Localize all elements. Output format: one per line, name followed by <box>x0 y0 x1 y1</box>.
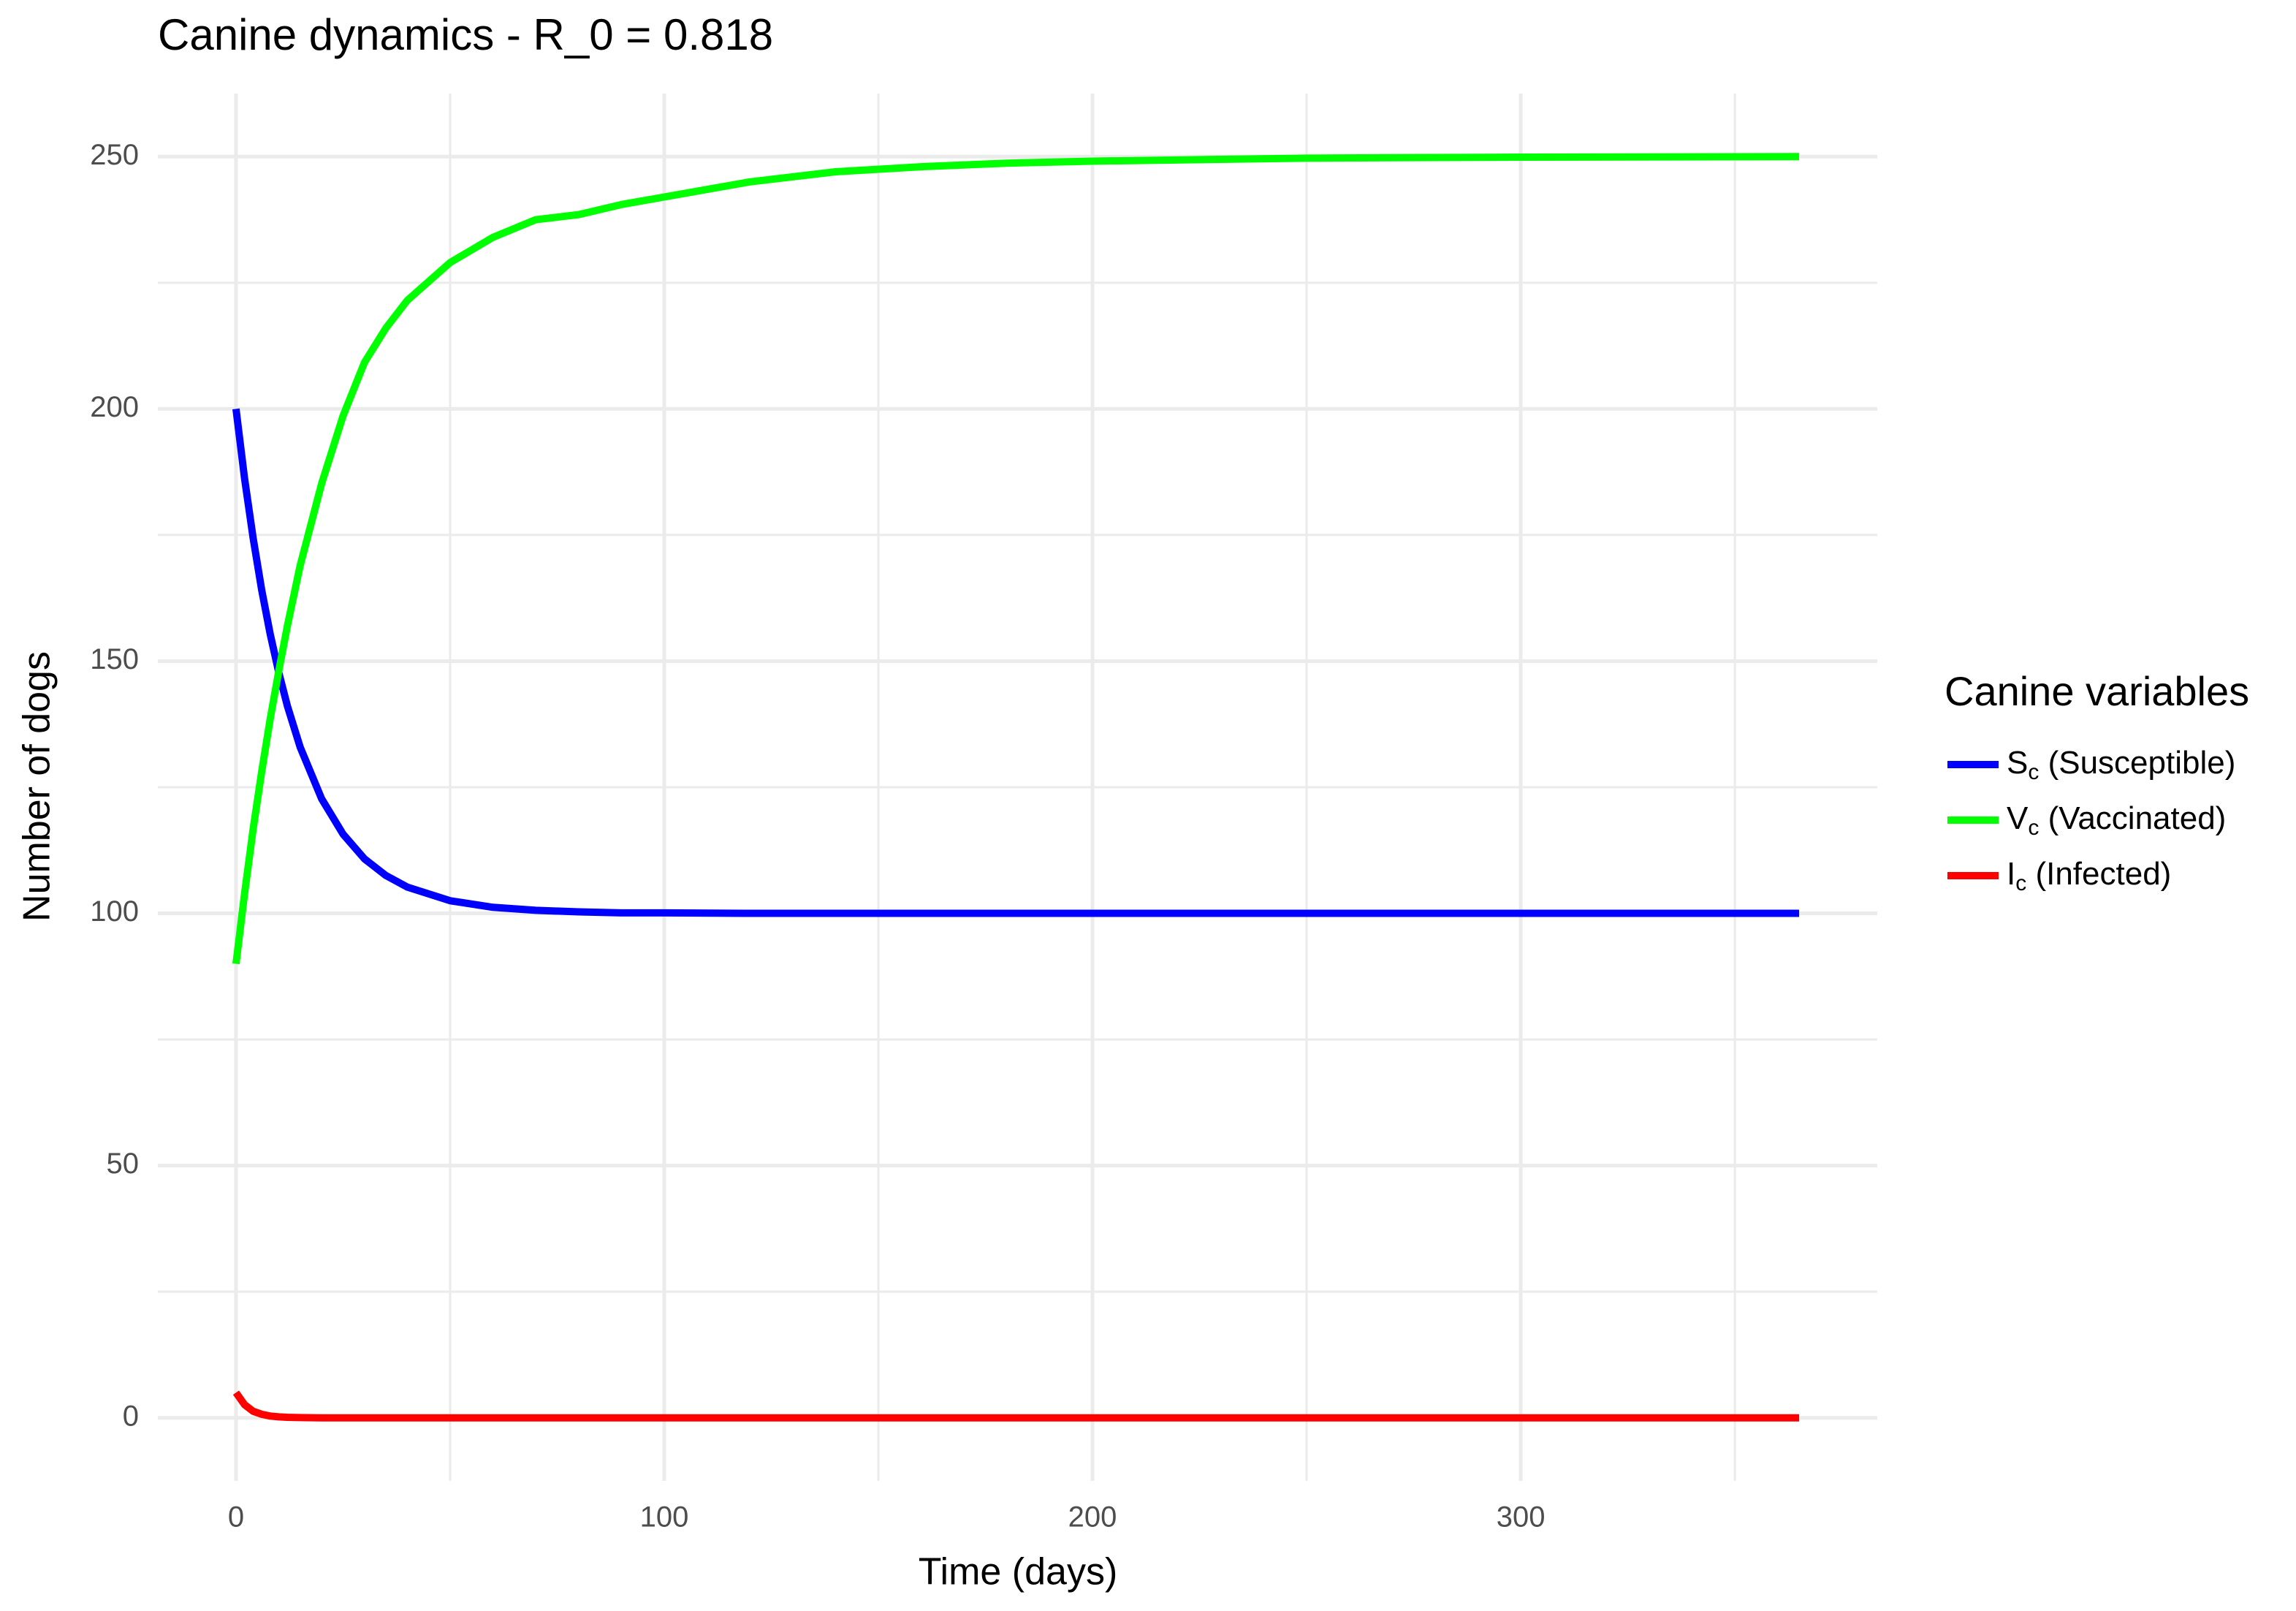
line-series <box>232 1390 1800 1422</box>
x-tick-label: 100 <box>640 1501 689 1534</box>
legend-label: Vc (Vaccinated) <box>2007 800 2226 840</box>
legend-label: Ic (Infected) <box>2007 856 2171 895</box>
y-tick-label: 200 <box>90 391 139 423</box>
legend-title: Canine variables <box>1945 668 2249 714</box>
y-tick-label: 50 <box>107 1148 140 1180</box>
x-axis-title: Time (days) <box>919 1551 1118 1593</box>
x-tick-label: 300 <box>1497 1501 1546 1534</box>
grid <box>158 94 1877 1481</box>
y-tick-label: 250 <box>90 139 139 171</box>
y-tick-label: 150 <box>90 643 139 675</box>
line-series <box>232 408 1800 917</box>
chart-title: Canine dynamics - R_0 = 0.818 <box>158 10 773 59</box>
line-series <box>232 153 1800 965</box>
y-tick-label: 0 <box>123 1400 139 1432</box>
legend-label: Sc (Susceptible) <box>2007 745 2235 784</box>
x-tick-label: 200 <box>1068 1501 1117 1534</box>
y-tick-label: 100 <box>90 895 139 928</box>
y-axis-title: Number of dogs <box>16 651 58 922</box>
x-tick-label: 0 <box>228 1501 244 1534</box>
